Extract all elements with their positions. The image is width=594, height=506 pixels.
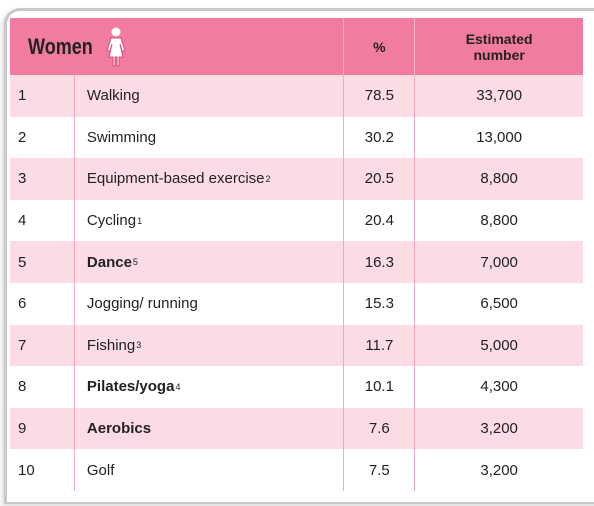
number-cell: 13,000 bbox=[476, 128, 523, 146]
activity: Aerobics bbox=[86, 420, 152, 438]
number-cell: 3,200 bbox=[480, 420, 518, 438]
activity: Cycling bbox=[86, 212, 137, 230]
pct-cell: 16.3 bbox=[344, 241, 416, 283]
rank-cell: 2 bbox=[10, 116, 75, 159]
rank-cell: 10 bbox=[10, 449, 75, 491]
footnote-mark: 1 bbox=[137, 215, 143, 226]
activity: Walking bbox=[86, 87, 140, 105]
rank-cell: 8 bbox=[10, 366, 75, 408]
pct-cell: 30.2 bbox=[344, 116, 416, 159]
activity-cell: Equipment-based exercise 2 bbox=[75, 158, 345, 200]
activity-cell: Swimming bbox=[75, 116, 345, 159]
table-row: 7 Fishing 3 11.7 5,000 bbox=[10, 324, 583, 367]
activity: Equipment-based exercise bbox=[86, 170, 265, 188]
activity: Swimming bbox=[86, 128, 157, 146]
rank-cell: 1 bbox=[10, 75, 75, 117]
pct-cell: 20.4 bbox=[344, 199, 416, 242]
rank-cell: 4 bbox=[10, 199, 75, 242]
header-title: Women bbox=[28, 33, 93, 59]
pct-cell: 7.5 bbox=[344, 449, 416, 491]
footnote-mark: 3 bbox=[136, 340, 142, 351]
number-cell: 7,000 bbox=[480, 253, 518, 271]
activity: Dance bbox=[86, 253, 132, 271]
table: Women % Estimated number 1 Walking 78.5 33,… bbox=[10, 18, 583, 491]
activity-cell: Jogging/ running bbox=[75, 282, 345, 325]
header-number: number bbox=[473, 46, 525, 63]
activity: Fishing bbox=[86, 336, 136, 354]
header-title-cell: Women bbox=[10, 18, 345, 75]
number-cell: 6,500 bbox=[480, 295, 518, 313]
activity-cell: Cycling 1 bbox=[75, 199, 345, 242]
activity: Jogging/ running bbox=[86, 295, 198, 313]
number-cell: 3,200 bbox=[480, 461, 518, 479]
table-row: 2 Swimming 30.2 13,000 bbox=[10, 116, 583, 159]
rank-cell: 5 bbox=[10, 241, 75, 283]
frame bbox=[4, 8, 594, 504]
table-row: 3 Equipment-based exercise 2 20.5 8,800 bbox=[10, 158, 583, 200]
header-number: Estimated bbox=[465, 30, 533, 47]
rank-cell: 9 bbox=[10, 407, 75, 450]
table-row: 10 Golf 7.5 3,200 bbox=[10, 449, 583, 491]
rank-cell: 3 bbox=[10, 158, 75, 200]
woman-icon bbox=[106, 27, 126, 66]
pct-cell: 78.5 bbox=[344, 75, 416, 117]
table-row: 6 Jogging/ running 15.3 6,500 bbox=[10, 282, 583, 325]
number-cell: 4,300 bbox=[480, 378, 518, 396]
pct-cell: 11.7 bbox=[344, 324, 416, 367]
table-row: 9 Aerobics 7.6 3,200 bbox=[10, 407, 583, 450]
table-row: 5 Dance 5 16.3 7,000 bbox=[10, 241, 583, 283]
activity: Golf bbox=[86, 461, 115, 479]
pct-cell: 20.5 bbox=[344, 158, 416, 200]
table-row: 8 Pilates/yoga 4 10.1 4,300 bbox=[10, 366, 583, 408]
rank-cell: 6 bbox=[10, 282, 75, 325]
pct-cell: 10.1 bbox=[344, 366, 416, 408]
number-cell: 33,700 bbox=[476, 87, 523, 105]
activity-cell: Aerobics bbox=[75, 407, 345, 450]
activity-cell: Walking bbox=[75, 75, 345, 117]
number-cell: 8,800 bbox=[480, 212, 518, 230]
header-number-cell: Estimated number bbox=[415, 18, 583, 75]
footnote-mark: 4 bbox=[175, 381, 181, 392]
pct-cell: 7.6 bbox=[344, 407, 416, 450]
table-row: 4 Cycling 1 20.4 8,800 bbox=[10, 199, 583, 242]
number-cell: 8,800 bbox=[480, 170, 518, 188]
rank-cell: 7 bbox=[10, 324, 75, 367]
pct-cell: 15.3 bbox=[344, 282, 416, 325]
table-row: 1 Walking 78.5 33,700 bbox=[10, 75, 583, 117]
footnote-mark: 5 bbox=[132, 257, 138, 268]
activity-cell: Fishing 3 bbox=[75, 324, 345, 367]
activity-cell: Golf bbox=[75, 449, 345, 491]
footnote-mark: 2 bbox=[265, 173, 271, 184]
activity-cell: Dance 5 bbox=[75, 241, 345, 283]
header-row: Women % Estimated number bbox=[10, 18, 583, 75]
activity: Pilates/yoga bbox=[86, 378, 175, 396]
header-pct: % bbox=[344, 18, 416, 75]
activity-cell: Pilates/yoga 4 bbox=[75, 366, 345, 408]
number-cell: 5,000 bbox=[480, 336, 518, 354]
